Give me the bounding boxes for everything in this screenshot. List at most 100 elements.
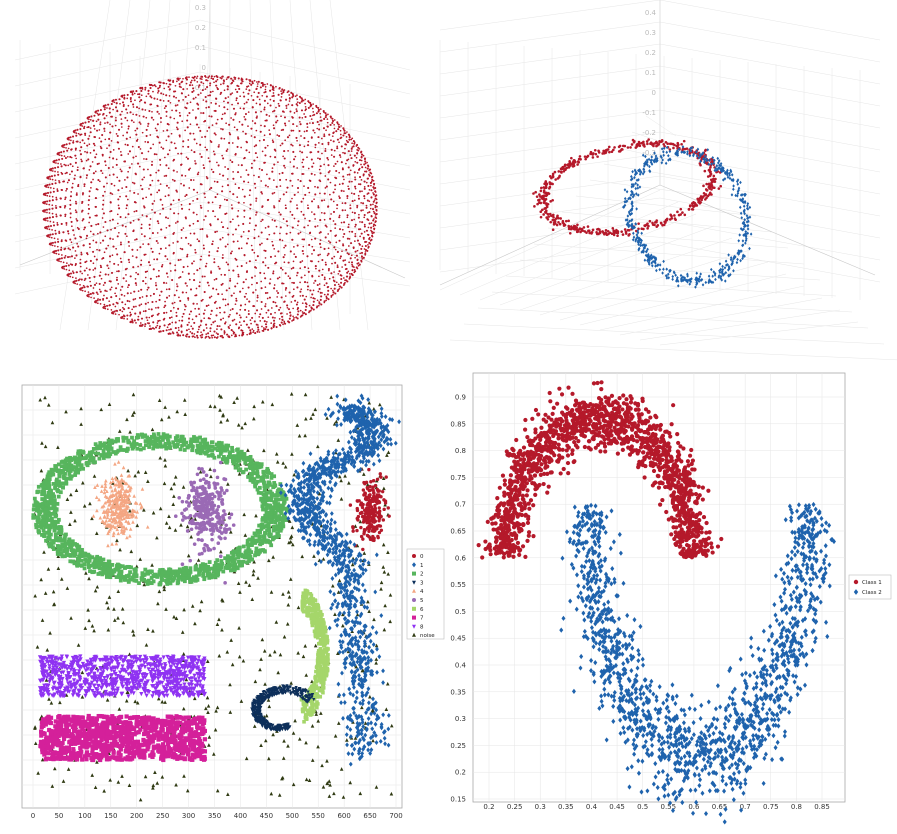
sphere-point xyxy=(279,306,282,309)
sphere-point xyxy=(96,293,99,295)
ring-point xyxy=(637,222,640,225)
sphere-point xyxy=(201,275,204,278)
sphere-point xyxy=(97,178,100,182)
ring-point xyxy=(688,204,692,208)
rings-tick-labels: 0.40.30.20.10-0.1-0.2-0.3 xyxy=(642,9,656,157)
sphere-point xyxy=(227,85,229,88)
sphere-point xyxy=(281,142,284,145)
sphere-point xyxy=(119,168,122,171)
sphere-point xyxy=(125,204,129,207)
sphere-point xyxy=(210,309,213,312)
sphere-point xyxy=(315,106,318,108)
grid-line xyxy=(439,175,661,207)
sphere-point xyxy=(157,179,160,182)
sphere-point xyxy=(127,125,130,128)
sphere-point xyxy=(110,271,114,274)
sphere-point xyxy=(356,152,359,155)
sphere-point xyxy=(135,256,138,259)
sphere-point xyxy=(285,104,288,107)
grid-line xyxy=(659,131,881,173)
sphere-point xyxy=(142,168,145,171)
sphere-point xyxy=(194,162,197,165)
sphere-point xyxy=(296,204,298,206)
sphere-point xyxy=(126,97,129,100)
sphere-point xyxy=(212,150,215,153)
sphere-point xyxy=(55,198,58,201)
sphere-point xyxy=(238,314,241,317)
sphere-point xyxy=(73,177,76,180)
sphere-point xyxy=(282,256,285,259)
sphere-point xyxy=(169,262,172,265)
sphere-point xyxy=(316,186,319,189)
sphere-point xyxy=(112,157,115,160)
sphere-point xyxy=(209,224,212,227)
sphere-point xyxy=(189,244,192,247)
sphere-point xyxy=(227,76,230,79)
sphere-point xyxy=(144,270,147,273)
sphere-point xyxy=(172,199,175,202)
sphere-point xyxy=(302,252,305,255)
sphere-point xyxy=(122,104,125,108)
sphere-point xyxy=(190,178,193,182)
sphere-point xyxy=(327,269,330,272)
sphere-point xyxy=(303,130,306,133)
sphere-point xyxy=(81,139,84,142)
sphere-point xyxy=(296,244,299,247)
sphere-point xyxy=(82,284,85,287)
sphere-point xyxy=(56,189,59,192)
sphere-point xyxy=(214,109,217,113)
sphere-point xyxy=(264,264,267,267)
sphere-point xyxy=(180,203,183,206)
sphere-point xyxy=(109,288,112,291)
sphere-point xyxy=(187,297,190,300)
sphere-point xyxy=(49,224,53,228)
sphere-point xyxy=(132,266,135,269)
sphere-point xyxy=(224,245,227,248)
sphere-point xyxy=(97,118,100,121)
sphere-point xyxy=(135,113,138,116)
ring-point xyxy=(541,194,545,198)
ring-point xyxy=(613,146,616,149)
sphere-point xyxy=(175,126,178,129)
sphere-point xyxy=(340,125,342,127)
sphere-point xyxy=(254,312,257,315)
sphere-point xyxy=(276,296,279,298)
sphere-point xyxy=(353,271,356,274)
grid-line xyxy=(659,43,881,85)
sphere-point xyxy=(363,230,366,233)
sphere-point xyxy=(364,166,367,169)
sphere-point xyxy=(102,226,105,228)
sphere-point xyxy=(247,326,250,329)
sphere-point xyxy=(217,164,220,167)
sphere-point xyxy=(157,169,160,172)
sphere-point xyxy=(300,200,303,203)
grid-line xyxy=(14,45,201,87)
sphere-point xyxy=(288,277,292,280)
sphere-point xyxy=(268,133,272,136)
sphere-point xyxy=(274,150,277,152)
sphere-point xyxy=(283,322,286,324)
sphere-point xyxy=(277,102,280,105)
sphere-point xyxy=(47,177,50,180)
sphere-point xyxy=(318,287,321,291)
sphere-point xyxy=(94,205,97,208)
sphere-point xyxy=(223,112,226,115)
sphere-point xyxy=(66,149,69,152)
ring-point xyxy=(656,224,660,227)
sphere-point xyxy=(252,329,255,332)
sphere-point xyxy=(325,297,328,300)
sphere-point xyxy=(46,217,49,220)
sphere-point xyxy=(216,328,218,331)
sphere-point xyxy=(339,133,342,136)
ring-point xyxy=(548,175,552,178)
sphere-point xyxy=(145,95,148,98)
sphere-point xyxy=(156,288,158,290)
sphere-point xyxy=(339,129,342,132)
sphere-point xyxy=(310,306,313,309)
sphere-point xyxy=(285,98,288,101)
sphere-point xyxy=(173,117,176,120)
sphere-point xyxy=(215,332,218,334)
sphere-point xyxy=(230,204,233,206)
sphere-point xyxy=(303,137,306,140)
sphere-point xyxy=(147,301,149,304)
